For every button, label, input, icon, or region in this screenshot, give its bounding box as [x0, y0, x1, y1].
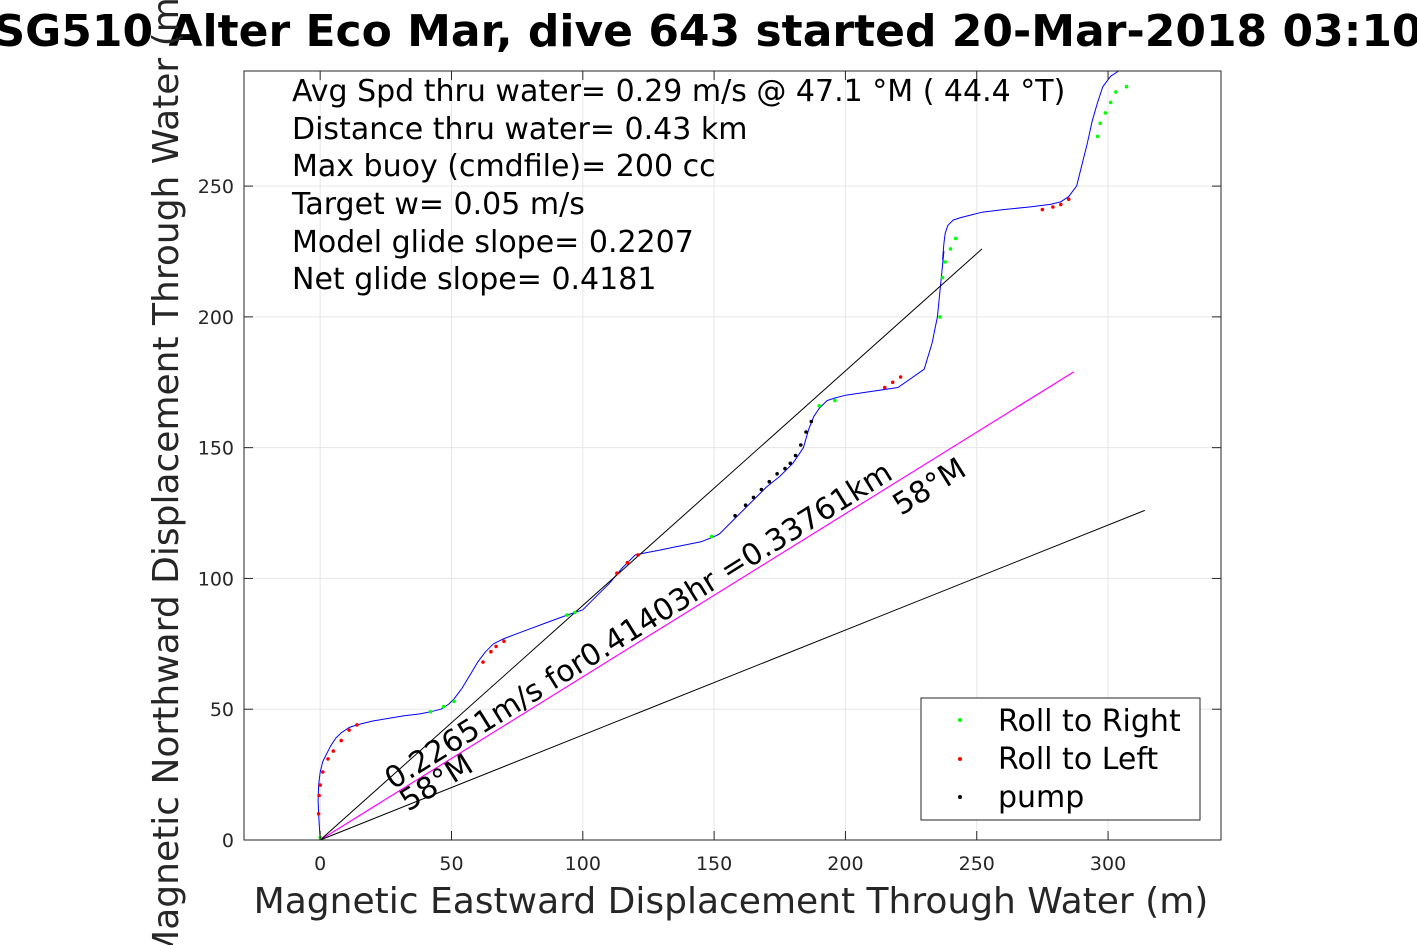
y-axis-label: Magnetic Northward Displacement Through … — [146, 0, 187, 945]
x-tick-label: 200 — [827, 853, 863, 875]
marker-roll-right — [1103, 111, 1108, 115]
marker-roll-right — [938, 315, 942, 319]
marker-roll-left — [318, 783, 323, 787]
marker-roll-left — [1066, 197, 1071, 201]
marker-roll-right — [573, 610, 577, 615]
legend-marker-roll-left — [958, 757, 962, 761]
legend-label-roll-left: Roll to Left — [998, 742, 1158, 777]
y-tick-label: 250 — [198, 176, 234, 198]
marker-roll-right — [817, 404, 821, 408]
marker-roll-right — [441, 704, 446, 709]
legend-marker-roll-right — [958, 718, 962, 722]
marker-roll-right — [565, 613, 569, 617]
marker-roll-right — [940, 275, 945, 280]
series-line-lower — [320, 509, 1145, 841]
marker-roll-left — [339, 738, 344, 743]
marker-roll-right — [428, 710, 433, 714]
marker-pump — [804, 430, 808, 434]
annotation-model-glide: Model glide slope= 0.2207 — [292, 225, 694, 260]
y-tick-label: 200 — [198, 307, 234, 329]
marker-pump — [767, 479, 772, 484]
x-tick-label: 300 — [1090, 853, 1126, 875]
marker-pump — [788, 461, 793, 466]
legend-label-roll-right: Roll to Right — [998, 704, 1181, 739]
marker-pump — [783, 466, 787, 471]
x-tick-label: 100 — [565, 853, 601, 875]
marker-roll-left — [625, 560, 630, 565]
speed-label: 0.22651m/s for0.41403hr =0.33761km — [379, 455, 899, 797]
marker-roll-left — [347, 728, 351, 732]
marker-roll-right — [953, 236, 958, 241]
marker-roll-left — [1059, 202, 1063, 207]
marker-roll-right — [709, 534, 714, 539]
marker-roll-right — [1114, 90, 1118, 94]
annotation-max-buoy: Max buoy (cmdfile)= 200 cc — [292, 149, 716, 184]
marker-roll-left — [316, 812, 321, 816]
marker-roll-left — [326, 757, 330, 761]
marker-roll-left — [489, 649, 493, 654]
x-tick-label: 0 — [314, 853, 326, 875]
legend-marker-pump — [958, 795, 962, 799]
series-line-upper — [319, 248, 983, 841]
marker-pump — [733, 513, 737, 518]
annotation-target-w: Target w= 0.05 m/s — [291, 187, 585, 222]
marker-pump — [809, 419, 814, 424]
x-tick-label: 150 — [696, 853, 732, 875]
marker-roll-left — [321, 770, 325, 774]
marker-pump — [793, 453, 798, 458]
marker-roll-left — [615, 571, 619, 575]
y-tick-label: 0 — [222, 830, 234, 852]
marker-roll-left — [494, 644, 498, 649]
x-tick-label: 250 — [959, 853, 995, 875]
annotation-distance: Distance thru water= 0.43 km — [292, 112, 747, 147]
annotation-net-glide: Net glide slope= 0.4181 — [292, 262, 656, 297]
marker-roll-right — [948, 247, 953, 251]
marker-roll-left — [481, 660, 485, 664]
marker-roll-left — [636, 553, 640, 557]
marker-roll-right — [452, 699, 456, 704]
chart-title: SG510 Alter Eco Mar, dive 643 started 20… — [0, 6, 1417, 57]
marker-roll-left — [1040, 207, 1045, 212]
marker-pump — [775, 472, 779, 476]
marker-roll-left — [898, 375, 903, 379]
series-layer — [317, 70, 1151, 841]
legend-label-pump: pump — [998, 780, 1084, 815]
y-tick-label: 100 — [198, 568, 234, 590]
marker-roll-left — [331, 749, 336, 753]
series-track — [317, 70, 1151, 841]
marker-roll-right — [1124, 84, 1129, 89]
grid — [244, 71, 1221, 841]
marker-roll-left — [355, 723, 359, 727]
marker-roll-right — [1095, 134, 1100, 139]
legend-box — [920, 697, 1201, 821]
x-axis-label: Magnetic Eastward Displacement Through W… — [254, 881, 1209, 922]
marker-roll-right — [1108, 100, 1113, 105]
marker-roll-left — [317, 793, 321, 798]
marker-roll-left — [502, 639, 506, 643]
y-tick-label: 150 — [198, 438, 234, 460]
marker-roll-right — [943, 260, 947, 264]
annotation-block: Avg Spd thru water= 0.29 m/s @ 47.1 °M (… — [291, 74, 1065, 297]
tick-layer: 0 50 100 150 200 250 300 0 50 100 150 200 250 — [198, 71, 1221, 875]
marker-roll-right — [1098, 121, 1102, 126]
annotation-avg-speed: Avg Spd thru water= 0.29 m/s @ 47.1 °M (… — [292, 74, 1065, 109]
marker-pump — [759, 487, 764, 492]
marker-pump — [751, 495, 756, 500]
series-magenta-line — [319, 371, 1075, 841]
marker-pump — [799, 443, 803, 447]
legend: Roll to Right Roll to Left pump — [920, 697, 1201, 821]
y-tick-label: 50 — [210, 699, 234, 721]
x-tick-label: 50 — [439, 853, 463, 875]
plot-box — [243, 70, 1222, 841]
marker-roll-right — [833, 398, 837, 403]
marker-pump — [743, 503, 748, 508]
marker-roll-left — [883, 385, 887, 390]
marker-roll-left — [1051, 205, 1055, 209]
marker-roll-left — [890, 380, 895, 385]
marker-layer — [316, 84, 1129, 840]
